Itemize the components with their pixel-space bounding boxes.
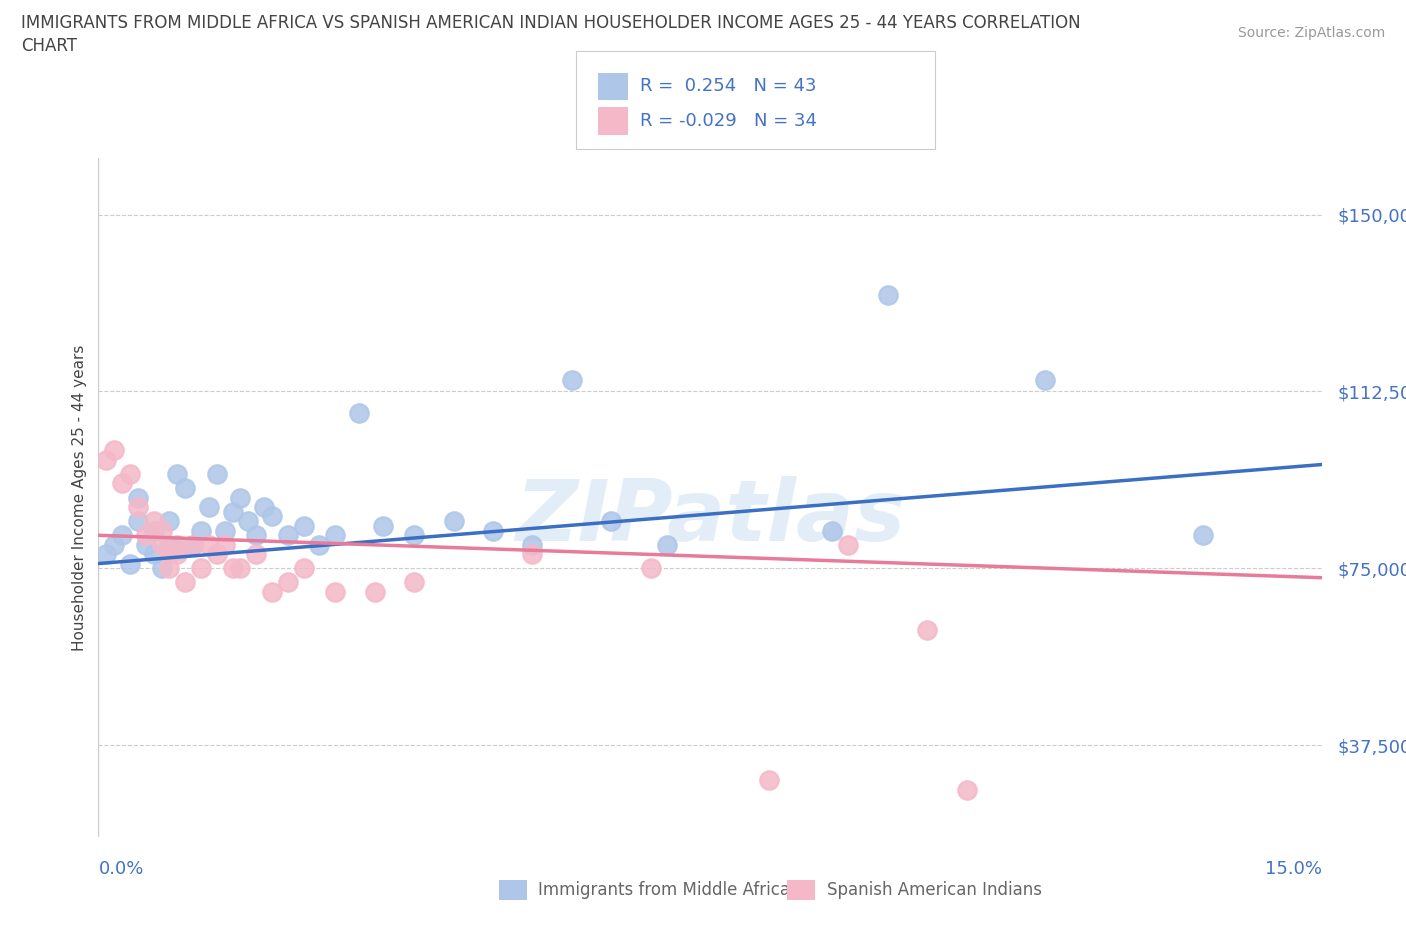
Point [221, 504, 243, 519]
Text: 0.0%: 0.0% [98, 860, 143, 878]
Point [404, 575, 426, 590]
Point [205, 467, 228, 482]
Point [323, 584, 346, 599]
Point [363, 584, 385, 599]
Point [103, 538, 125, 552]
Point [292, 561, 315, 576]
Point [1035, 372, 1057, 387]
Point [142, 513, 165, 528]
Point [404, 528, 426, 543]
Point [111, 528, 134, 543]
Point [174, 575, 197, 590]
Point [229, 490, 252, 505]
Point [205, 547, 228, 562]
Point [150, 538, 173, 552]
Text: Source: ZipAtlas.com: Source: ZipAtlas.com [1237, 26, 1385, 40]
Point [640, 561, 662, 576]
Point [277, 528, 299, 543]
Point [323, 528, 346, 543]
Point [142, 523, 165, 538]
Text: Immigrants from Middle Africa: Immigrants from Middle Africa [538, 881, 790, 899]
Point [915, 622, 938, 637]
Text: ZIPatlas: ZIPatlas [515, 476, 905, 560]
Point [118, 467, 141, 482]
Point [876, 287, 898, 302]
Text: Spanish American Indians: Spanish American Indians [827, 881, 1042, 899]
Point [600, 513, 623, 528]
Point [214, 523, 236, 538]
Point [190, 523, 212, 538]
Point [522, 547, 544, 562]
Point [103, 443, 125, 458]
Point [245, 547, 267, 562]
Point [159, 538, 181, 552]
Point [371, 518, 394, 533]
Point [150, 523, 173, 538]
Point [96, 452, 118, 467]
Point [159, 513, 181, 528]
Point [522, 538, 544, 552]
Point [190, 561, 212, 576]
Point [166, 547, 188, 562]
Point [214, 538, 236, 552]
Point [260, 584, 283, 599]
Point [127, 499, 149, 514]
Point [347, 405, 370, 420]
Point [277, 575, 299, 590]
Point [135, 538, 157, 552]
Point [292, 518, 315, 533]
Point [166, 542, 188, 557]
Point [127, 490, 149, 505]
Point [159, 547, 181, 562]
Point [821, 523, 844, 538]
Point [150, 561, 173, 576]
Point [135, 528, 157, 543]
Point [1192, 528, 1215, 543]
Point [655, 538, 678, 552]
Point [482, 523, 505, 538]
Point [238, 513, 260, 528]
Point [118, 556, 141, 571]
Point [198, 538, 221, 552]
Text: CHART: CHART [21, 37, 77, 55]
Point [181, 538, 204, 552]
Point [955, 782, 977, 797]
Point [260, 509, 283, 524]
Text: R =  0.254   N = 43: R = 0.254 N = 43 [640, 77, 817, 96]
Point [166, 467, 188, 482]
Point [166, 538, 188, 552]
Point [308, 538, 330, 552]
Point [837, 538, 859, 552]
Point [253, 499, 276, 514]
Point [181, 538, 204, 552]
Text: IMMIGRANTS FROM MIDDLE AFRICA VS SPANISH AMERICAN INDIAN HOUSEHOLDER INCOME AGES: IMMIGRANTS FROM MIDDLE AFRICA VS SPANISH… [21, 14, 1081, 32]
Point [111, 476, 134, 491]
Text: R = -0.029   N = 34: R = -0.029 N = 34 [640, 112, 817, 130]
Point [159, 561, 181, 576]
Point [443, 513, 465, 528]
Text: 15.0%: 15.0% [1264, 860, 1322, 878]
Point [127, 513, 149, 528]
Point [198, 499, 221, 514]
Point [758, 773, 780, 788]
Point [96, 547, 118, 562]
Point [561, 372, 583, 387]
Point [245, 528, 267, 543]
Point [229, 561, 252, 576]
Point [221, 561, 243, 576]
Y-axis label: Householder Income Ages 25 - 44 years: Householder Income Ages 25 - 44 years [72, 344, 87, 651]
Point [142, 547, 165, 562]
Point [174, 481, 197, 496]
